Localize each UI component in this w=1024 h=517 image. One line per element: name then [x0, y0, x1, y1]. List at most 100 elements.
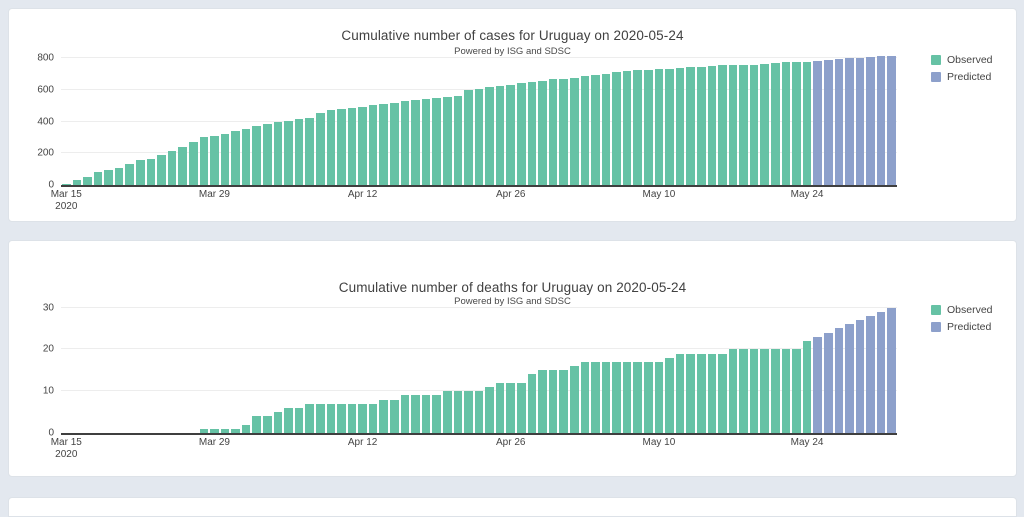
bar-observed [675, 68, 685, 185]
bar-observed [591, 74, 600, 185]
bar-observed [104, 170, 113, 185]
y-tick-label: 600 [37, 84, 54, 96]
bar-observed [62, 183, 71, 185]
bar-predicted [845, 324, 854, 433]
plot-area: 0 200 400 600 800 [37, 53, 897, 191]
bar-observed [442, 391, 452, 433]
x-tick-label: Mar 15 2020 [50, 189, 82, 212]
bar-observed [326, 403, 336, 433]
bar-observed [379, 399, 389, 433]
x-tick-label: Mar 15 2020 [50, 437, 82, 460]
gridline [61, 348, 897, 350]
bar-observed [178, 147, 187, 185]
bar-observed [506, 382, 516, 433]
bar-observed [263, 123, 272, 185]
bar-observed [263, 416, 272, 433]
bar-predicted [866, 56, 875, 185]
bar-observed [136, 159, 145, 185]
bar-observed [305, 117, 314, 185]
bar-observed [696, 66, 706, 185]
bar-observed [390, 102, 399, 185]
deaths-chart: Cumulative number of deaths for Uruguay … [9, 241, 1016, 476]
y-tick-label: 0 [48, 179, 54, 191]
x-tick-label: Mar 29 [198, 437, 230, 448]
bar-observed [432, 395, 441, 433]
bar-predicted [834, 328, 844, 433]
bar-observed [125, 163, 135, 185]
bar-observed [294, 119, 304, 185]
cases-chart: Cumulative number of cases for Uruguay o… [9, 9, 1016, 221]
y-tick-label: 200 [37, 147, 54, 159]
bar-predicted [834, 59, 844, 185]
legend: Observed Predicted [931, 304, 993, 333]
bar-observed [728, 65, 738, 185]
bar-observed [347, 403, 357, 433]
bar-observed [400, 395, 410, 433]
x-tick-label: May 24 [790, 189, 824, 200]
bar-observed [739, 349, 748, 433]
chart-title: Cumulative number of cases for Uruguay o… [341, 28, 684, 43]
next-chart-card-partial [8, 497, 1017, 517]
bar-observed [326, 109, 336, 185]
bar-observed [273, 412, 283, 433]
chart-subtitle: Powered by ISG and SDSC [454, 296, 571, 307]
bar-observed [315, 403, 325, 433]
legend-item-observed[interactable]: Observed [931, 54, 993, 66]
bar-observed [368, 403, 378, 433]
bar-observed [167, 150, 177, 185]
bar-observed [252, 126, 262, 185]
bar-observed [739, 64, 748, 185]
bar-observed [675, 353, 685, 433]
bar-observed [474, 88, 484, 185]
bar-predicted [866, 315, 875, 433]
bar-observed [601, 73, 611, 185]
bar-observed [548, 370, 558, 433]
bar-observed [305, 403, 314, 433]
bar-observed [146, 159, 156, 185]
bar-observed [760, 63, 769, 185]
bar-observed [411, 395, 420, 433]
bar-observed [633, 361, 643, 433]
legend-item-observed[interactable]: Observed [931, 304, 993, 316]
plot-area: 0 10 20 30 [43, 302, 897, 439]
x-tick-label: Apr 26 [496, 189, 526, 200]
legend-item-predicted[interactable]: Predicted [931, 321, 993, 333]
bar-observed [548, 79, 558, 185]
bar-observed [284, 407, 293, 433]
bar-predicted [887, 307, 896, 433]
bar-observed [347, 108, 357, 185]
bar-observed [622, 361, 632, 433]
bar-observed [612, 72, 621, 185]
bar-observed [199, 428, 209, 433]
bar-observed [718, 65, 727, 185]
gridline [61, 306, 897, 308]
bar-observed [559, 78, 568, 185]
bar-observed [315, 112, 325, 185]
bar-observed [612, 361, 621, 433]
bar-observed [665, 68, 674, 185]
bar-observed [400, 101, 410, 185]
x-tick-label: May 10 [642, 437, 676, 448]
bar-observed [718, 353, 727, 433]
bar-observed [157, 155, 166, 185]
bar-observed [72, 180, 82, 185]
bar-observed [337, 108, 346, 185]
bar-observed [220, 428, 230, 433]
observed-swatch-icon [931, 55, 941, 65]
bar-observed [464, 90, 473, 185]
bar-observed [696, 353, 706, 433]
bar-observed [421, 395, 431, 433]
bar-observed [538, 80, 547, 185]
bar-observed [453, 95, 463, 185]
bar-observed [421, 98, 431, 185]
legend-label-predicted: Predicted [947, 71, 992, 83]
gridline [61, 57, 897, 59]
legend-item-predicted[interactable]: Predicted [931, 71, 993, 83]
bar-predicted [845, 58, 854, 185]
bar-observed [644, 361, 653, 433]
bar-observed [792, 61, 801, 185]
bar-observed [771, 349, 780, 433]
bar-observed [517, 82, 526, 185]
bar-observed [781, 349, 791, 433]
bar-observed [749, 349, 759, 433]
